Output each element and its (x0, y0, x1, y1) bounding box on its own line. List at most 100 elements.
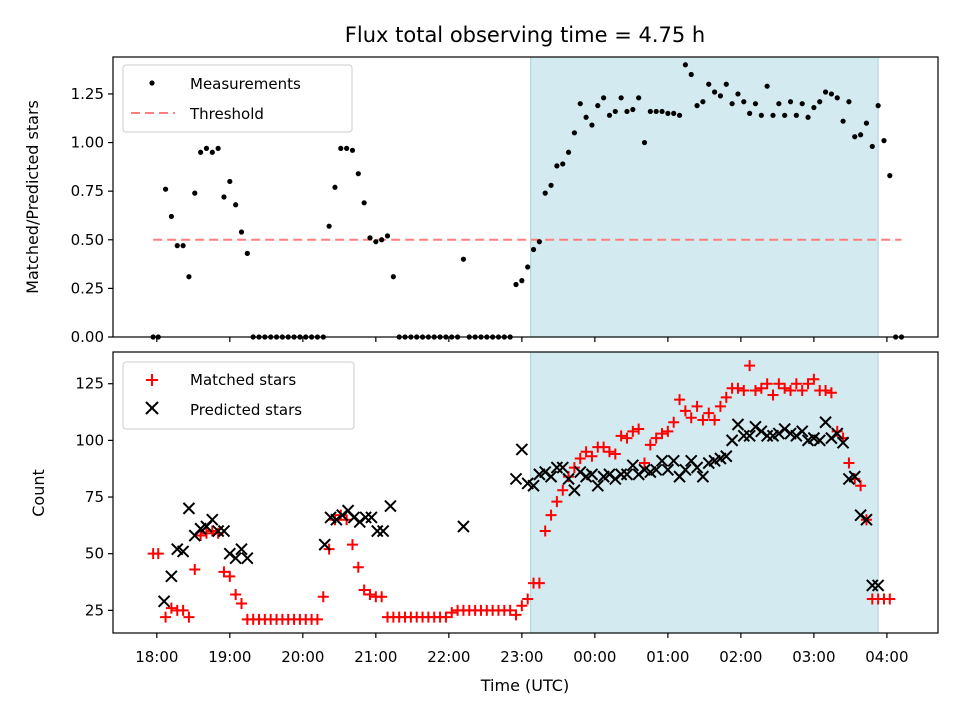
predicted-star-point (229, 552, 242, 565)
predicted-star-point (720, 450, 733, 463)
measurement-point (840, 118, 846, 124)
matched-star-point (691, 400, 703, 412)
measurement-point (367, 235, 373, 241)
top-panel-y-axis-label: Matched/Predicted stars (23, 100, 42, 294)
predicted-star-point (725, 434, 739, 447)
predicted-star-point (690, 461, 704, 474)
measurement-point (647, 108, 653, 115)
x-tick-label: 01:00 (646, 648, 689, 666)
chart-title: Flux total observing time = 4.75 h (345, 23, 705, 47)
matched-star-point (773, 378, 785, 390)
measurement-point (764, 83, 770, 89)
measurement-point (565, 149, 572, 155)
measurement-point (361, 200, 367, 206)
measurement-point (735, 91, 741, 97)
predicted-star-point (760, 429, 774, 443)
measurement-point (665, 110, 671, 116)
predicted-star-point (157, 595, 171, 608)
predicted-star-point (696, 470, 710, 483)
y-tick-label: 0.50 (71, 231, 104, 249)
measurement-point (793, 112, 799, 118)
predicted-star-point (649, 463, 663, 477)
measurement-point (560, 161, 566, 167)
measurement-point (811, 104, 817, 111)
predicted-star-point (591, 479, 604, 492)
matched-star-point (709, 414, 721, 426)
measurement-point (606, 112, 613, 118)
matched-star-point (627, 425, 639, 437)
x-tick-label: 18:00 (135, 648, 178, 666)
measurement-point (817, 99, 823, 105)
measurement-point (770, 112, 776, 118)
matched-star-point (767, 389, 779, 401)
measurement-point (706, 81, 712, 87)
measurement-point (221, 194, 227, 200)
measurement-point (653, 108, 659, 115)
measurement-point (601, 95, 607, 101)
bottom-legend: Matched stars Predicted stars (122, 361, 355, 430)
matched-star-point (603, 446, 615, 458)
matched-star-point (440, 611, 452, 623)
y-tick-label: 1.25 (71, 85, 104, 103)
matched-star-point (235, 598, 247, 610)
measurement-point (513, 281, 519, 288)
bottom-panel-x-ticks: 18:00 19:00 20:00 21:00 22:00 23:00 00:00 01:00… (135, 633, 909, 666)
measurement-point (595, 103, 601, 109)
matched-star-point (843, 457, 855, 469)
measurement-point (636, 95, 642, 101)
matched-star-point (621, 432, 633, 444)
predicted-star-point (365, 511, 378, 524)
x-tick-label: 04:00 (865, 648, 908, 666)
matched-star-point (855, 480, 867, 492)
matched-star-point (714, 400, 726, 412)
matched-star-point (183, 611, 195, 623)
measurement-point (869, 143, 875, 150)
matched-star-point (820, 385, 832, 397)
x-tick-label: 21:00 (354, 648, 397, 666)
predicted-star-point (165, 570, 178, 583)
predicted-star-point (667, 454, 680, 467)
x-tick-label: 19:00 (208, 648, 251, 666)
matched-star-point (668, 416, 680, 428)
top-panel-shade (530, 56, 879, 338)
measurement-point (583, 114, 589, 120)
measurement-point (344, 145, 350, 151)
measurement-point (624, 108, 630, 115)
measurement-point (589, 122, 595, 128)
matched-stars-legend-marker (146, 374, 158, 386)
predicted-star-point (813, 434, 826, 447)
measurement-point (875, 103, 881, 109)
predicted-stars-points (157, 416, 885, 608)
top-panel: 0.00 0.25 0.50 0.75 1.00 1.25 Matched/Predict… (23, 56, 939, 346)
matched-star-point (160, 611, 172, 623)
matched-star-point (598, 441, 610, 453)
measurement-point (233, 202, 239, 208)
predicted-star-point (866, 579, 879, 592)
matched-star-point (522, 593, 534, 605)
bottom-panel-shade (530, 351, 879, 634)
measurement-point (747, 110, 753, 116)
measurement-point (536, 239, 542, 245)
predicted-star-point (550, 461, 564, 474)
predicted-star-point (626, 459, 640, 472)
measurement-point (542, 190, 548, 196)
matched-star-point (633, 423, 645, 435)
measurement-point (799, 101, 805, 107)
measurement-point (782, 112, 788, 118)
measurements-legend-marker (149, 80, 155, 86)
measurement-point (180, 243, 186, 249)
x-tick-label: 03:00 (792, 648, 835, 666)
top-legend-box (122, 64, 353, 133)
measurement-point (379, 237, 385, 243)
measurement-point (326, 223, 332, 229)
measurement-point (548, 182, 554, 188)
predicted-star-point (371, 524, 384, 538)
measurement-point (338, 145, 344, 151)
top-panel-frame (112, 56, 939, 338)
measurement-point (887, 173, 893, 179)
measurement-point (787, 99, 794, 105)
predicted-star-point (568, 484, 581, 497)
top-panel-points (150, 62, 905, 340)
x-tick-label: 00:00 (573, 648, 616, 666)
